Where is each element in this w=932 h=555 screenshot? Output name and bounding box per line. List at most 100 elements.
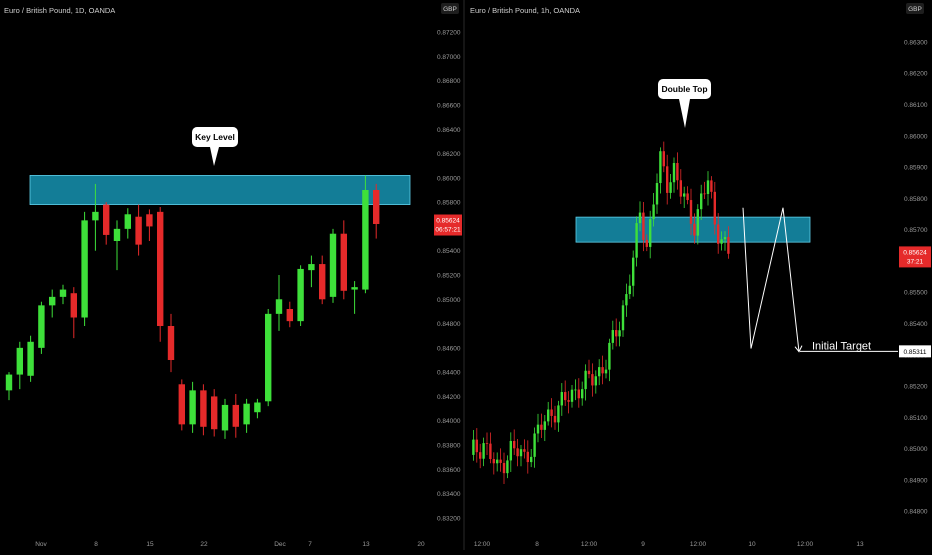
hourly-candle-body <box>475 439 478 453</box>
daily-last-price-tag: 0.85624 06:57:21 <box>434 214 462 236</box>
hourly-candle <box>713 181 716 235</box>
daily-candle-body <box>319 264 326 300</box>
hourly-candle-body <box>652 204 655 220</box>
daily-candle <box>340 220 347 300</box>
hourly-y-tick-label: 0.85400 <box>904 321 928 328</box>
hourly-candle <box>683 186 686 209</box>
daily-candle <box>124 208 131 239</box>
hourly-candle-body <box>713 191 716 225</box>
hourly-candle-body <box>679 180 682 197</box>
daily-candles <box>5 175 380 439</box>
daily-candle-body <box>59 289 67 297</box>
daily-x-axis[interactable]: Nov 8 15 22 Dec 7 13 20 <box>35 541 425 548</box>
daily-candle <box>49 289 56 318</box>
hourly-x-tick-label: 12:00 <box>581 541 598 548</box>
hourly-candle-body <box>594 376 597 386</box>
hourly-candle-body <box>601 367 604 374</box>
hourly-x-axis[interactable]: 12:00 8 12:00 9 12:00 10 12:00 13 <box>474 541 864 548</box>
hourly-candle-body <box>519 449 523 457</box>
daily-last-price-box <box>434 214 462 236</box>
daily-zone-rect <box>29 175 411 205</box>
daily-candle-body <box>275 299 283 314</box>
daily-candle-body <box>81 220 88 318</box>
hourly-candle <box>496 452 499 472</box>
double-top-callout: Double Top <box>658 79 711 128</box>
daily-y-tick-label: 0.84000 <box>437 418 461 425</box>
daily-key-level-zone <box>29 175 411 205</box>
hourly-last-price-tag: 0.85624 37:21 <box>899 246 931 268</box>
daily-candle-body <box>189 390 196 425</box>
hourly-candle-body <box>567 400 570 402</box>
hourly-candle <box>574 379 577 401</box>
hourly-y-axis[interactable]: 0.86300 0.86200 0.86100 0.86000 0.85900 0.858… <box>904 39 928 515</box>
hourly-candle-body <box>666 166 669 193</box>
daily-x-tick-label: 20 <box>417 541 425 548</box>
hourly-candle <box>553 405 557 430</box>
hourly-chart-pane[interactable]: Euro / British Pound, 1h, OANDA GBP 0.86… <box>470 3 931 548</box>
hourly-candle-body <box>710 180 713 192</box>
hourly-candle <box>584 364 587 401</box>
hourly-candle <box>560 383 563 416</box>
daily-x-tick-label: Nov <box>35 541 47 548</box>
hourly-x-tick-label: 12:00 <box>797 541 814 548</box>
hourly-candle-body <box>513 440 516 449</box>
daily-y-axis[interactable]: 0.87200 0.87000 0.86800 0.86600 0.86400 0.862… <box>437 30 461 523</box>
hourly-candle <box>482 437 485 467</box>
daily-y-tick-label: 0.85400 <box>437 248 461 255</box>
hourly-candle-body <box>628 285 631 295</box>
hourly-candle <box>635 216 638 267</box>
hourly-candle-body <box>621 305 625 331</box>
daily-candle <box>351 281 358 314</box>
hourly-x-tick-label: 9 <box>641 541 645 548</box>
hourly-candle-body <box>618 330 621 337</box>
hourly-candle <box>720 231 723 251</box>
hourly-candle-body <box>547 409 550 422</box>
initial-target: Initial Target 0.85311 <box>800 340 931 358</box>
daily-chart-pane[interactable]: Euro / British Pound, 1D, OANDA GBP 0.87… <box>4 3 462 548</box>
daily-candle <box>286 301 293 328</box>
hourly-candle-body <box>502 462 506 474</box>
hourly-candle-body <box>557 405 560 423</box>
hourly-candle <box>642 201 645 252</box>
hourly-candle-body <box>655 183 659 205</box>
hourly-resistance-zone <box>575 216 811 243</box>
double-top-callout-box <box>658 79 711 99</box>
hourly-candle <box>489 432 492 464</box>
daily-candle <box>27 335 34 382</box>
hourly-candle <box>615 318 618 347</box>
hourly-candle-body <box>577 389 580 399</box>
key-level-label: Key Level <box>195 132 235 142</box>
hourly-candle <box>567 391 570 414</box>
hourly-candles <box>472 141 730 485</box>
daily-candle <box>146 209 153 241</box>
daily-candle-body <box>254 402 261 413</box>
hourly-candle <box>479 443 482 469</box>
key-level-callout-pointer <box>210 147 219 166</box>
hourly-candle <box>530 448 533 468</box>
hourly-candle-body <box>604 369 608 374</box>
hourly-candle-body <box>570 389 574 402</box>
daily-y-tick-label: 0.86400 <box>437 127 461 134</box>
hourly-candle <box>547 401 550 426</box>
daily-candle-body <box>103 204 110 235</box>
daily-candle <box>211 389 218 437</box>
daily-y-tick-label: 0.84400 <box>437 370 461 377</box>
hourly-candle <box>693 213 696 244</box>
hourly-candle <box>649 210 652 259</box>
daily-candle-body <box>146 214 153 227</box>
daily-candle <box>189 381 196 433</box>
hourly-candle-body <box>526 451 529 463</box>
hourly-candle <box>506 455 509 479</box>
daily-candle <box>103 202 110 245</box>
daily-x-tick-label: 13 <box>362 541 370 548</box>
hourly-candle <box>727 226 730 259</box>
hourly-last-price: 0.85624 <box>903 249 927 256</box>
daily-y-tick-label: 0.83800 <box>437 443 461 450</box>
hourly-y-tick-label: 0.85900 <box>904 165 928 172</box>
daily-candle-body <box>373 190 380 224</box>
daily-candle-body <box>362 190 369 290</box>
hourly-candle-body <box>587 370 591 375</box>
daily-candle-body <box>167 326 175 360</box>
daily-candle <box>265 309 272 407</box>
